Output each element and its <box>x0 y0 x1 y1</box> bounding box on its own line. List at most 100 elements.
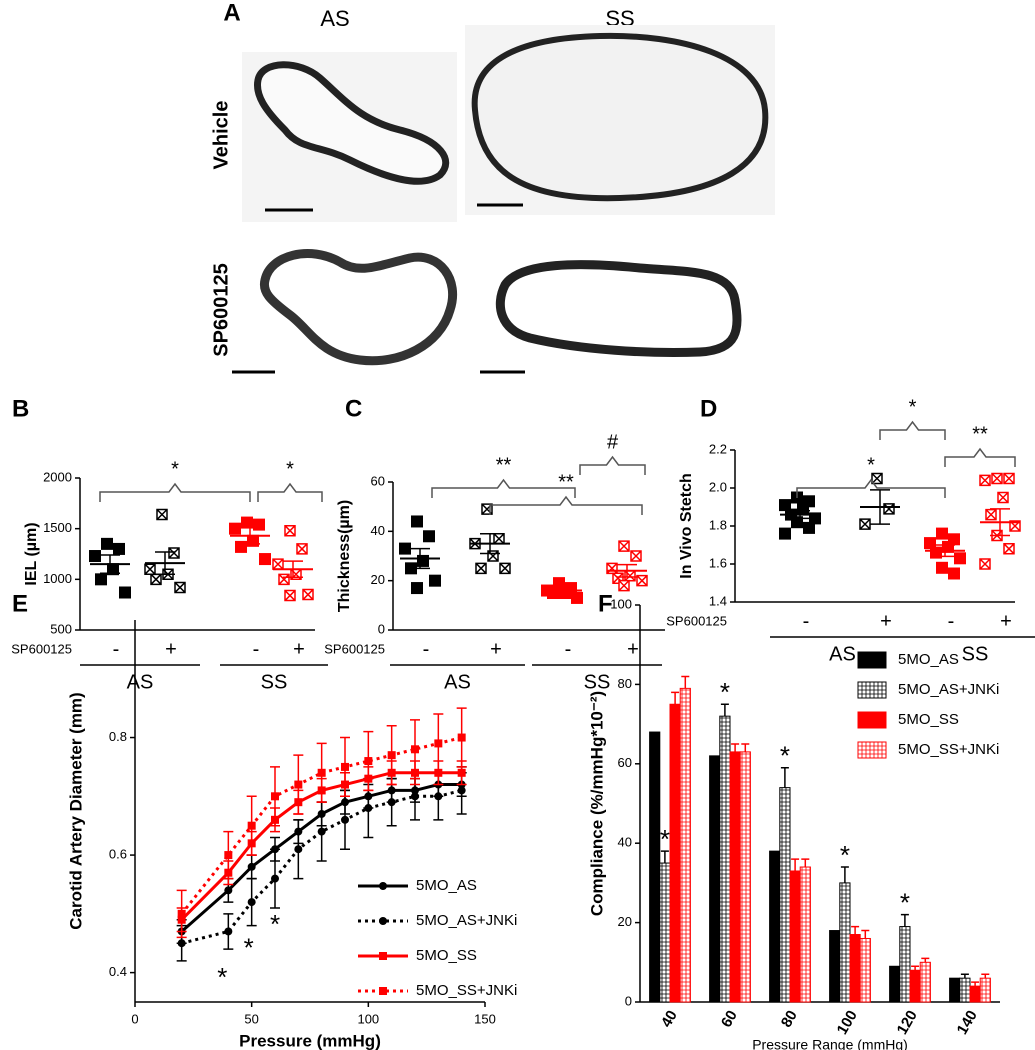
significance-label: * <box>660 824 670 854</box>
bar <box>839 882 851 1003</box>
panel-label: B <box>12 395 29 422</box>
bar <box>949 977 961 1003</box>
significance-label: ** <box>972 423 988 445</box>
point <box>417 554 429 567</box>
point <box>229 522 241 535</box>
point <box>457 733 466 742</box>
y-axis-label: In Vivo Stetch <box>678 473 695 579</box>
treatment-label: SP600125 <box>11 641 72 656</box>
bar <box>959 977 971 1003</box>
point <box>985 508 997 521</box>
point <box>247 862 256 871</box>
point <box>954 552 966 565</box>
x-tick-label: 100 <box>357 1011 379 1026</box>
x-tick-label: + <box>1000 610 1012 632</box>
y-tick-label: 20 <box>371 572 385 587</box>
legend-swatch <box>857 711 887 729</box>
point <box>387 798 396 807</box>
error-bar <box>780 767 789 788</box>
x-tick-label: 40 <box>658 1007 681 1030</box>
group-label: SS <box>962 643 989 665</box>
point <box>457 768 466 777</box>
bar <box>969 985 981 1003</box>
legend-label: 5MO_AS+JNKi <box>898 681 999 698</box>
point <box>271 792 279 801</box>
y-tick-label: 0 <box>625 993 632 1008</box>
x-tick-label: - <box>948 610 955 632</box>
column-label: AS <box>320 6 349 31</box>
y-tick-label: 1500 <box>43 520 72 535</box>
point <box>803 521 815 534</box>
row-label: SP600125 <box>210 263 232 356</box>
point <box>387 751 396 760</box>
point <box>119 586 131 599</box>
point <box>499 562 511 575</box>
point <box>101 537 113 550</box>
significance-label: * <box>244 932 254 962</box>
point <box>1003 472 1015 485</box>
y-axis-label: Carotid Artery Diameter (mm) <box>66 692 85 929</box>
bar <box>769 850 781 1003</box>
error-bar <box>155 551 175 576</box>
point <box>630 550 642 562</box>
point <box>411 582 423 595</box>
bar <box>909 969 921 1003</box>
point <box>294 845 303 854</box>
point <box>948 567 960 580</box>
legend-label: 5MO_SS <box>898 711 959 728</box>
error-bar <box>921 957 930 963</box>
point <box>936 527 948 540</box>
error-bar <box>741 743 750 752</box>
x-axis-label: Pressure Range (mmHg) <box>752 1037 908 1050</box>
y-tick-label: 40 <box>371 523 385 538</box>
point <box>247 898 256 907</box>
point <box>930 546 942 559</box>
error-bar <box>671 691 680 705</box>
error-bar <box>731 743 740 752</box>
point <box>1003 543 1015 555</box>
y-tick-label: 1.6 <box>709 555 727 570</box>
x-tick-label: 100 <box>834 1007 861 1037</box>
point <box>253 518 265 531</box>
y-axis-label: Compliance (%/mmHg*10⁻²) <box>587 691 606 916</box>
x-tick-label: 80 <box>778 1007 801 1030</box>
point <box>859 518 871 530</box>
point <box>979 474 991 487</box>
point <box>871 472 883 485</box>
point <box>302 588 314 601</box>
error-bar <box>790 510 810 520</box>
x-tick-label: - <box>423 638 430 660</box>
y-tick-label: 2.0 <box>709 479 727 494</box>
x-tick-label: 60 <box>718 1007 741 1030</box>
legend-label: 5MO_AS <box>898 651 959 668</box>
point <box>936 561 948 574</box>
significance-bracket <box>99 482 251 502</box>
legend-swatch <box>857 741 887 759</box>
point <box>423 530 435 543</box>
bar <box>779 787 791 1003</box>
significance-bracket <box>944 447 1016 467</box>
x-tick-label: + <box>490 638 502 660</box>
bar <box>789 870 801 1003</box>
panel-a: A AS SS Vehicle SP600125 <box>210 0 775 374</box>
point <box>791 516 803 529</box>
row-label: Vehicle <box>210 101 232 170</box>
point <box>284 589 296 602</box>
point <box>636 574 648 587</box>
error-bar <box>935 544 955 558</box>
error-bar <box>900 913 909 927</box>
point <box>991 472 1003 485</box>
point <box>156 508 168 521</box>
error-bar <box>981 973 990 979</box>
point <box>272 558 284 570</box>
significance-bracket <box>579 455 646 475</box>
point <box>341 762 349 771</box>
point <box>924 537 936 550</box>
point <box>235 540 247 553</box>
point <box>883 503 895 515</box>
x-tick-label: - <box>113 638 120 660</box>
significance-label: * <box>217 962 227 992</box>
significance-label: # <box>607 431 619 453</box>
bar <box>649 731 661 1003</box>
